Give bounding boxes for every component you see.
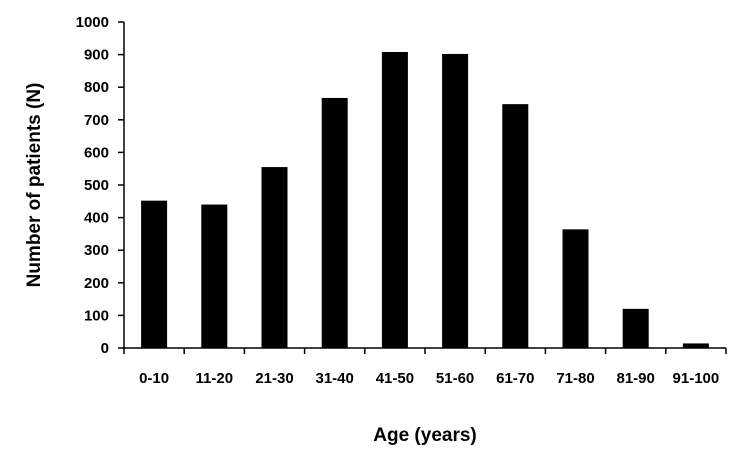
axes-group (123, 22, 726, 349)
y-tick-label: 0 (101, 340, 109, 357)
x-tick-label: 81-90 (617, 370, 655, 387)
bar-21-30 (261, 167, 288, 348)
bar-61-70 (502, 104, 529, 349)
bar-81-90 (622, 308, 649, 348)
y-tick-label: 700 (84, 112, 109, 129)
y-tick-label: 300 (84, 242, 109, 259)
x-tick-label: 0-10 (139, 370, 169, 387)
y-axis-ticks: 0 100 200 300 400 500 600 700 800 900 1000 (76, 14, 124, 357)
bar-71-80 (562, 229, 589, 348)
bar-41-50 (381, 51, 408, 349)
x-tick-label: 11-20 (196, 370, 234, 387)
y-tick-label: 400 (84, 210, 109, 227)
y-axis-title: Number of patients (N) (24, 83, 45, 288)
y-tick-label: 900 (84, 47, 109, 64)
y-tick-label: 800 (84, 79, 109, 96)
x-tick-label: 71-80 (556, 370, 594, 387)
bar-51-60 (442, 53, 469, 348)
bar-11-20 (201, 204, 228, 348)
x-tick-label: 61-70 (496, 370, 534, 387)
bars-group (141, 51, 709, 349)
y-tick-label: 500 (84, 177, 109, 194)
x-axis-title: Age (years) (373, 425, 477, 446)
bar-31-40 (321, 97, 348, 349)
y-tick-label: 200 (84, 275, 109, 292)
x-tick-label: 31-40 (316, 370, 354, 387)
y-tick-label: 1000 (76, 14, 109, 31)
x-tick-label: 41-50 (376, 370, 414, 387)
y-tick-label: 600 (84, 144, 109, 161)
x-axis-ticks: 0-10 11-20 21-30 31-40 41-50 51-60 61-70 71-80 8… (123, 348, 727, 387)
x-tick-label: 51-60 (436, 370, 474, 387)
y-tick-label: 100 (84, 307, 109, 324)
x-tick-label: 21-30 (255, 370, 293, 387)
bar-91-100 (682, 343, 709, 348)
bar-0-10 (141, 200, 168, 348)
x-tick-label: 91-100 (673, 370, 720, 387)
